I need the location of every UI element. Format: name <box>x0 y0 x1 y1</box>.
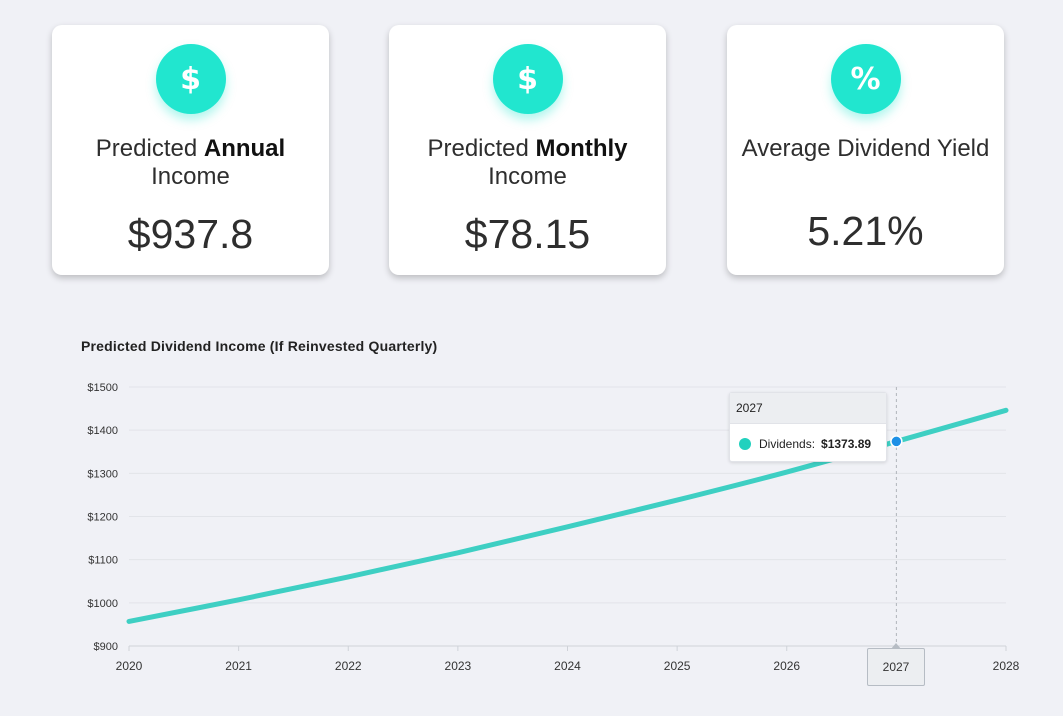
x-tick-label: 2024 <box>554 659 581 673</box>
percent-icon: % <box>830 44 901 114</box>
y-tick-label: $1100 <box>88 555 118 567</box>
title-prefix: Predicted <box>95 135 204 162</box>
card-title: Predicted Annual Income <box>62 135 319 191</box>
title-suffix: Income <box>488 163 567 190</box>
y-tick-label: $1300 <box>87 468 118 480</box>
dividend-yield-value: 5.21% <box>807 208 924 254</box>
x-axis-tooltip: 2027 <box>867 643 925 686</box>
title-suffix: Income <box>151 163 230 190</box>
chart-title: Predicted Dividend Income (If Reinvested… <box>81 338 438 354</box>
annual-income-card: $ Predicted Annual Income $937.8 <box>52 25 329 275</box>
monthly-income-card: $ Predicted Monthly Income $78.15 <box>389 25 666 275</box>
tooltip-value: $1373.89 <box>821 437 872 451</box>
y-tick-label: $1400 <box>87 425 118 437</box>
dollar-icon: $ <box>492 44 563 114</box>
y-tick-label: $1000 <box>87 598 118 610</box>
x-tick-label: 2021 <box>225 659 252 673</box>
x-tick-label: 2023 <box>445 659 472 673</box>
y-tick-label: $900 <box>94 641 118 653</box>
annual-income-value: $937.8 <box>127 211 254 257</box>
tooltip-series-label: Dividends: <box>759 437 816 451</box>
card-title: Predicted Monthly Income <box>399 135 656 191</box>
monthly-income-value: $78.15 <box>464 211 591 257</box>
card-title: Average Dividend Yield <box>741 135 990 162</box>
series-marker-icon <box>739 438 751 450</box>
chart-tooltip: 2027 Dividends: $1373.89 <box>729 392 887 462</box>
x-tick-label: 2028 <box>993 659 1020 673</box>
y-tick-label: $1200 <box>87 512 118 524</box>
x-tick-label: 2022 <box>335 659 362 673</box>
x-tick-label: 2026 <box>773 659 800 673</box>
y-tick-label: $1500 <box>87 382 118 394</box>
x-tick-label: 2025 <box>664 659 691 673</box>
title-prefix: Predicted <box>427 135 536 162</box>
highlight-point <box>890 435 903 448</box>
title-bold: Annual <box>203 135 286 162</box>
tooltip-header: 2027 <box>730 393 886 424</box>
dividend-yield-card: % Average Dividend Yield 5.21% <box>727 25 1004 275</box>
dollar-icon: $ <box>155 44 226 114</box>
x-tick-label: 2020 <box>116 659 143 673</box>
tooltip-body: Dividends: $1373.89 <box>730 424 886 452</box>
title-bold: Monthly <box>535 135 628 162</box>
